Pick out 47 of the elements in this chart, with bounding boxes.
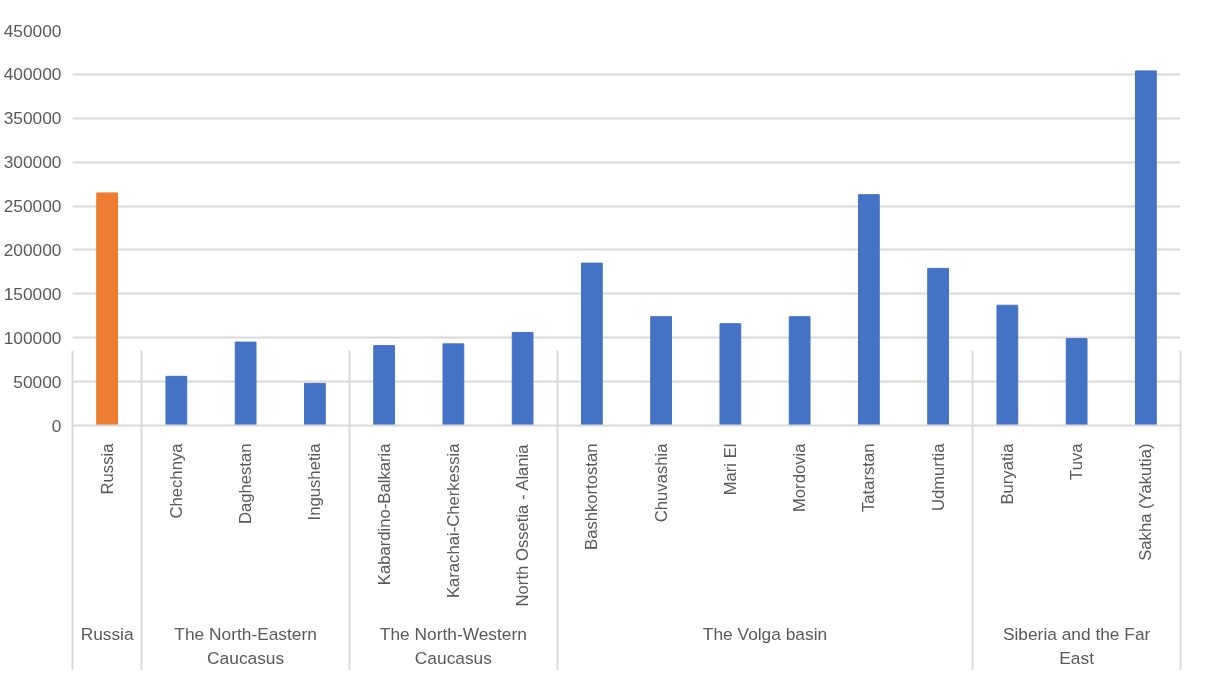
bar	[373, 345, 396, 426]
text: Russia	[80, 623, 134, 644]
y-tick-label: 0	[51, 415, 62, 436]
bar	[580, 262, 603, 426]
x-tick-label: North Ossetia - Alania	[513, 443, 533, 607]
bar	[165, 375, 188, 426]
x-tick-label: Bashkortostan	[582, 443, 602, 550]
y-tick-label: 300000	[3, 152, 62, 173]
bar	[857, 194, 880, 426]
y-tick-label: 450000	[3, 20, 62, 41]
y-tick-label: 400000	[3, 64, 62, 85]
text: The North-Western Caucasus	[379, 623, 527, 668]
x-tick-label: Chechnya	[166, 442, 186, 519]
bar	[442, 343, 465, 426]
y-tick-label: 100000	[3, 327, 62, 348]
bar	[788, 316, 811, 426]
bar	[650, 316, 673, 426]
x-tick-label: Ingushetia	[305, 442, 325, 521]
bar	[719, 323, 742, 426]
x-tick-label: Daghestan	[236, 443, 256, 525]
bar	[303, 382, 326, 426]
x-tick-label: Russia	[97, 442, 117, 495]
text: The Volga basin	[702, 623, 828, 644]
x-tick-label: Tuva	[1067, 442, 1087, 480]
x-tick-label: Mari El	[720, 443, 740, 496]
bar	[511, 331, 534, 426]
bar	[234, 341, 257, 426]
x-tick-label: Karachai-Cherkessia	[443, 442, 463, 599]
x-tick-label: Mordovia	[790, 442, 810, 512]
x-tick-label: Chuvashia	[651, 442, 671, 523]
x-tick-label: Tatarstan	[859, 443, 879, 513]
y-tick-label: 50000	[13, 371, 62, 392]
y-tick-label: 150000	[3, 283, 62, 304]
x-tick-label: Buryatia	[997, 442, 1017, 505]
text: The North-Eastern Caucasus	[174, 623, 317, 668]
bar	[927, 267, 950, 426]
x-tick-label: Kabardino-Balkaria	[374, 442, 394, 586]
bar	[1065, 338, 1088, 426]
bar	[996, 304, 1019, 426]
bar	[96, 192, 119, 426]
y-tick-label: 200000	[3, 239, 62, 260]
y-tick-label: 350000	[3, 108, 62, 129]
x-tick-label: Sakha (Yakutia)	[1136, 443, 1156, 561]
bar	[1134, 70, 1157, 426]
y-tick-label: 250000	[3, 196, 62, 217]
text: Siberia and the Far East	[1002, 623, 1151, 668]
x-tick-label: Udmurtia	[928, 442, 948, 512]
